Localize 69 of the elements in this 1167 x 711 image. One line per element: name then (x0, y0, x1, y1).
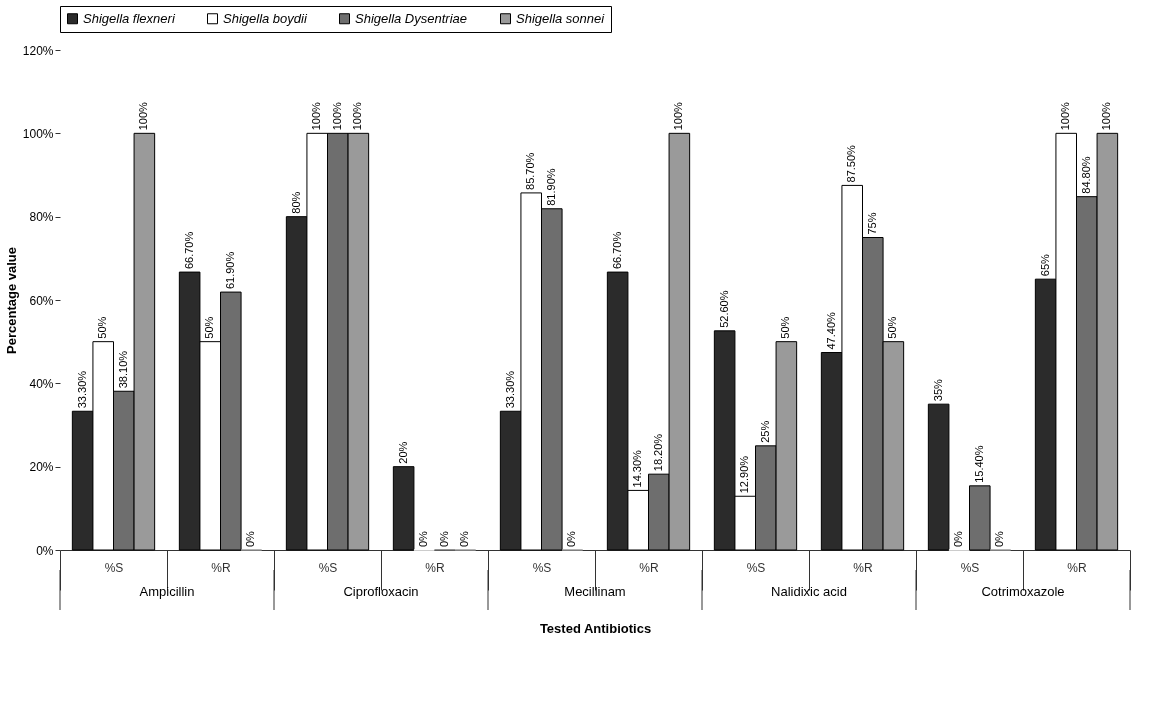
data-label: 35% (931, 378, 944, 402)
data-label: 38.10% (116, 350, 129, 389)
data-label: 100% (1059, 101, 1072, 131)
data-label: 12.90% (738, 455, 751, 494)
data-label: 85.70% (524, 152, 537, 190)
data-label: 50% (886, 316, 899, 339)
data-label: 75% (865, 212, 878, 235)
data-label: 0% (417, 530, 430, 547)
y-tick-label: 20% (29, 460, 54, 475)
data-label: 81.90% (544, 168, 557, 206)
y-tick-label: 80% (29, 210, 54, 225)
x-tick-label: %R (425, 560, 445, 575)
y-axis-title: Percentage value (3, 247, 19, 354)
data-label: 15.40% (972, 445, 985, 483)
legend-label: Shigella sonnei (516, 10, 606, 26)
data-label: 0% (565, 530, 578, 547)
y-tick-label: 40% (29, 376, 54, 391)
data-label: 33.30% (75, 370, 88, 409)
data-label: 50% (203, 316, 216, 339)
bar (969, 485, 991, 551)
data-label: 33.30% (503, 370, 516, 409)
text: Cotrimoxazole (981, 584, 1065, 599)
data-label: 52.60% (717, 290, 730, 328)
x-tick-label: %S (746, 560, 766, 575)
data-label: 66.70% (610, 231, 623, 270)
data-label: 61.90% (223, 251, 236, 290)
data-label: 100% (351, 101, 364, 131)
data-label: 84.80% (1079, 156, 1092, 194)
x-tick-label: %S (318, 560, 338, 575)
data-label: 0% (458, 530, 471, 547)
x-tick-label: %S (104, 560, 124, 575)
data-label: 14.30% (631, 449, 644, 488)
data-label: 66.70% (182, 231, 195, 270)
data-label: 0% (244, 530, 257, 547)
x-axis-title: Tested Antibiotics (539, 621, 652, 636)
y-tick-label: 120% (22, 43, 54, 58)
x-tick-label: %S (532, 560, 552, 575)
x-tick-label: %S (960, 560, 980, 575)
legend-label: Shigella Dysentriae (355, 10, 468, 26)
data-label: 87.50% (845, 144, 858, 183)
legend-label: Shigella flexneri (83, 10, 176, 26)
y-tick-label: 60% (29, 293, 54, 308)
data-label: 100% (1100, 101, 1113, 131)
data-label: 0% (437, 530, 450, 547)
data-label: 100% (330, 101, 343, 131)
data-label: 0% (952, 530, 965, 547)
legend-label: Shigella boydii (223, 10, 308, 26)
data-label: 100% (310, 101, 323, 131)
y-tick-label: 0% (36, 543, 54, 558)
x-tick-label: %R (211, 560, 231, 575)
data-label: 65% (1038, 253, 1051, 277)
text: Mecillinam (564, 584, 626, 599)
data-label: 50% (96, 316, 109, 339)
data-label: 0% (993, 530, 1006, 547)
x-tick-label: %R (639, 560, 659, 575)
data-label: 80% (289, 191, 302, 214)
data-label: 25% (758, 420, 771, 443)
data-label: 50% (779, 316, 792, 339)
x-tick-label: %R (1067, 560, 1087, 575)
text: Nalidixic acid (771, 584, 847, 599)
data-label: 20% (396, 441, 409, 464)
data-label: 18.20% (651, 433, 664, 472)
data-label: 100% (137, 101, 150, 131)
y-tick-label: 100% (22, 126, 54, 141)
text: Ampicillin (139, 584, 195, 599)
data-label: 47.40% (824, 311, 837, 350)
text: Ciprofloxacin (343, 584, 419, 599)
data-label: 100% (672, 101, 685, 131)
x-tick-label: %R (853, 560, 873, 575)
